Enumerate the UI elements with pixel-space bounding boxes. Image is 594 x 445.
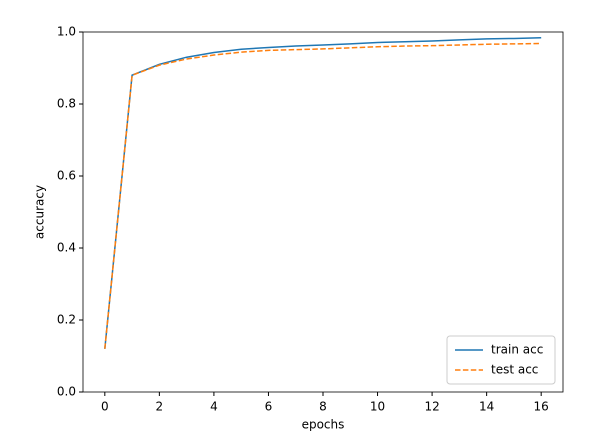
y-tick-label: 0.4 bbox=[57, 241, 76, 255]
y-axis-label: accuracy bbox=[33, 185, 47, 239]
x-tick-label: 16 bbox=[534, 400, 549, 414]
legend-box bbox=[446, 335, 556, 385]
x-tick-label: 8 bbox=[319, 400, 327, 414]
x-tick-label: 14 bbox=[479, 400, 494, 414]
legend-label: train acc bbox=[491, 343, 543, 357]
x-tick-label: 12 bbox=[424, 400, 439, 414]
series-line bbox=[104, 42, 542, 349]
y-tick-label: 0.2 bbox=[57, 313, 76, 327]
y-tick-label: 0.0 bbox=[57, 385, 76, 399]
y-tick-label: 0.6 bbox=[57, 169, 76, 183]
y-tick-label: 0.8 bbox=[57, 97, 76, 111]
plot-frame bbox=[82, 31, 564, 393]
x-tick-label: 2 bbox=[156, 400, 164, 414]
legend-label: test acc bbox=[491, 363, 538, 377]
x-tick-label: 6 bbox=[265, 400, 273, 414]
y-tick-label: 1.0 bbox=[57, 25, 76, 39]
x-tick-label: 4 bbox=[210, 400, 218, 414]
x-tick-label: 0 bbox=[101, 400, 109, 414]
x-tick-label: 10 bbox=[370, 400, 385, 414]
series-line bbox=[104, 37, 542, 349]
x-axis-label: epochs bbox=[302, 418, 345, 432]
